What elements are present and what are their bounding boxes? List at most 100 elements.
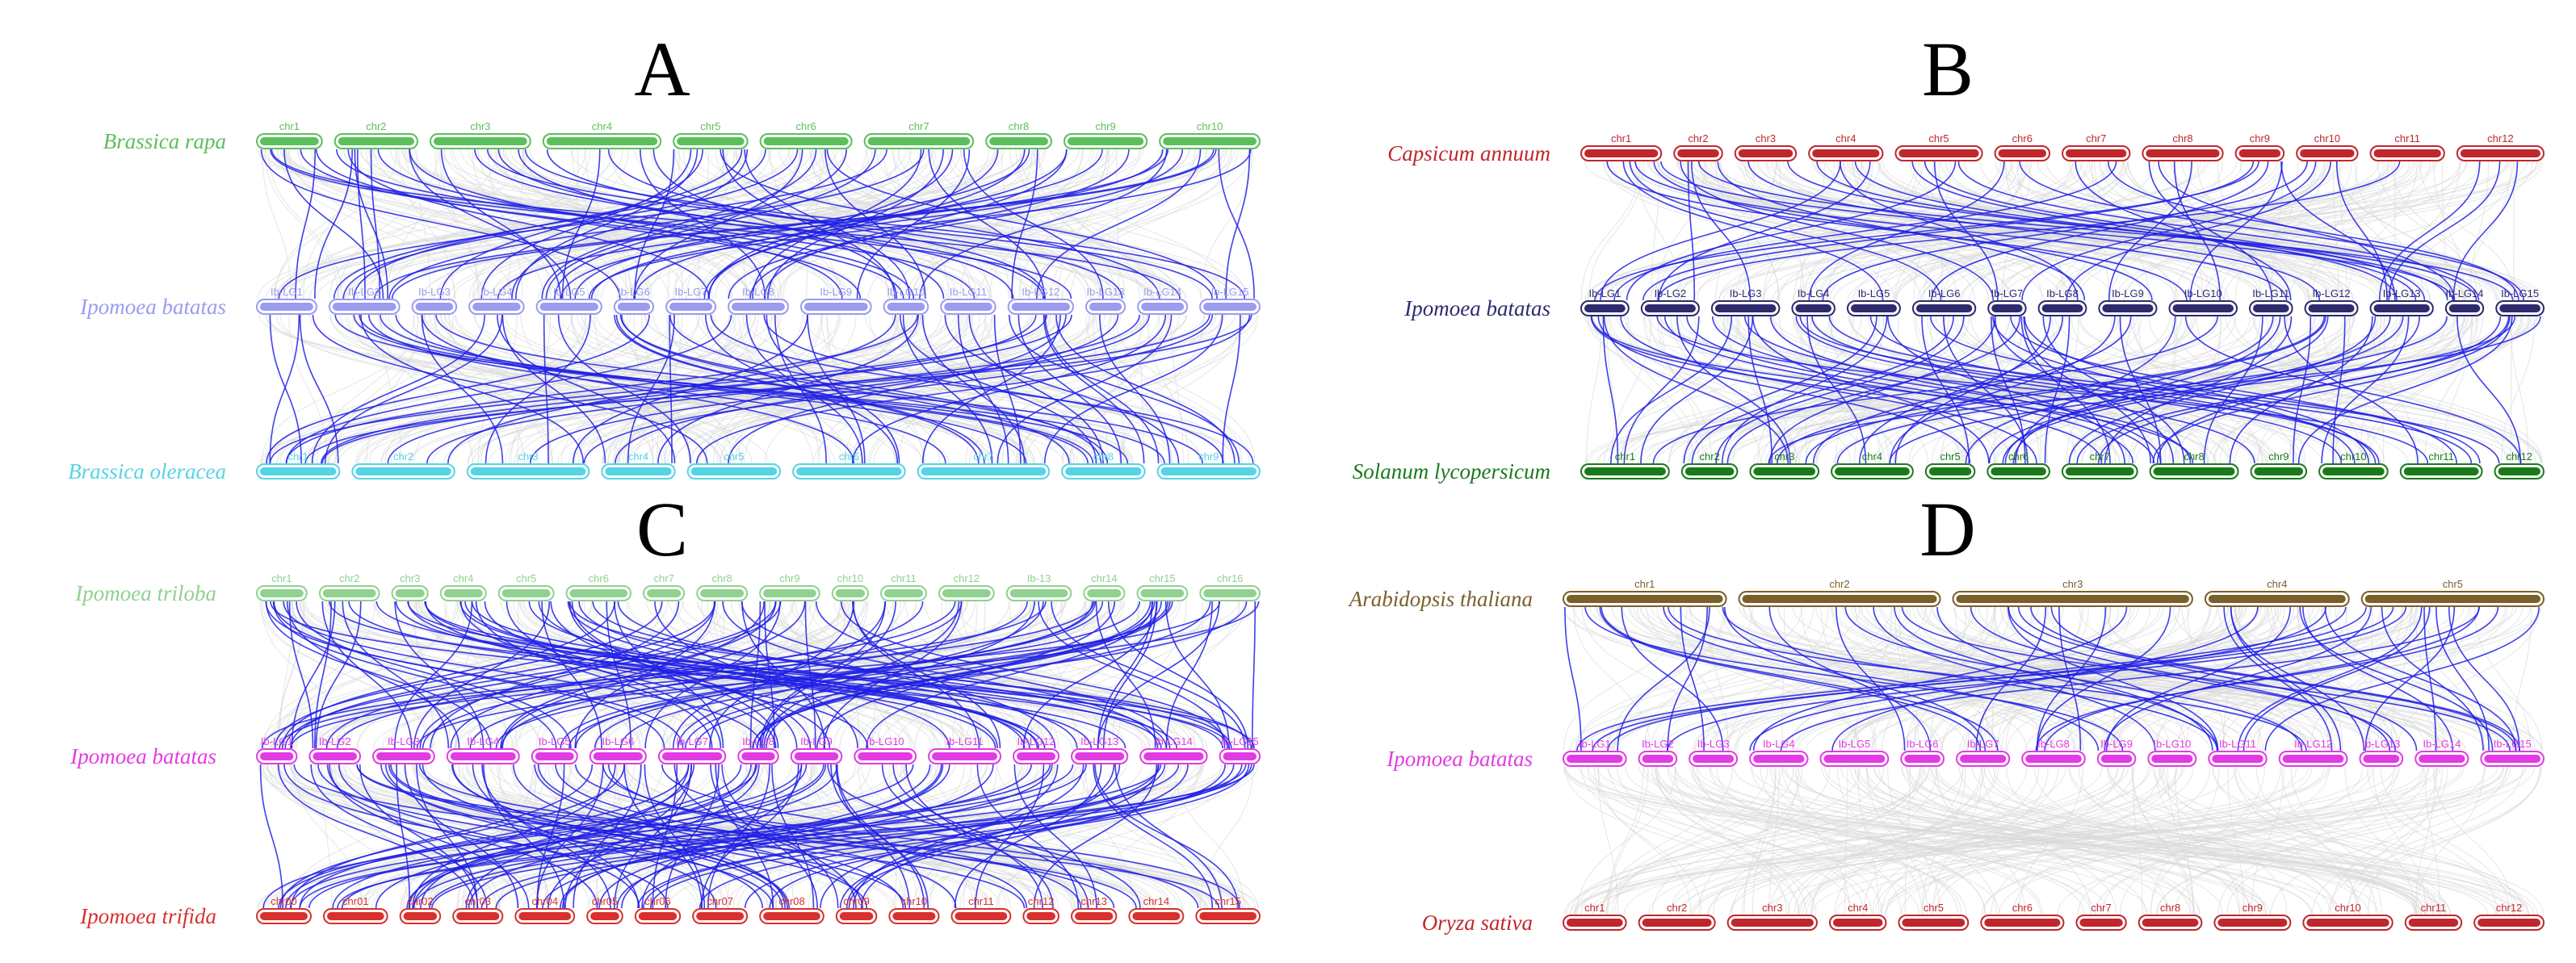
chromosome-d-2-chr3: chr3 <box>1726 902 1818 931</box>
chromosome-label: chr11 <box>2428 450 2454 463</box>
chromosome-c-1-ib-lg5: Ib-LG5 <box>531 735 578 764</box>
chromosome-label: chr10 <box>2335 902 2361 914</box>
chromosome-b-1-ib-lg7: Ib-LG7 <box>1987 287 2027 316</box>
chromosome-d-1-ib-lg5: Ib-LG5 <box>1819 738 1890 767</box>
chromosome-c-2-chr09: chr09 <box>835 895 878 924</box>
chromosome-label: chr12 <box>1028 895 1055 907</box>
chromosome-label: Ib-LG10 <box>887 286 925 298</box>
chromosome-c-1-ib-lg3: Ib-LG3 <box>372 735 435 764</box>
chromosome-label: Ib-LG2 <box>319 735 351 747</box>
chromosome-label: Ib-LG3 <box>1730 287 1762 299</box>
chromosome-c-0-chr12: chr12 <box>938 572 995 601</box>
chromosome-label: Ib-LG6 <box>1907 738 1939 750</box>
panel-letter-d: D <box>1919 486 1975 572</box>
highlight-links-a-1 <box>266 314 1254 464</box>
chromosome-c-0-chr14: chr14 <box>1083 572 1126 601</box>
chromosome-label: Ib-LG12 <box>1022 286 1059 298</box>
chromosome-label: Ib-LG4 <box>1798 287 1830 299</box>
chromosome-label: Ib-LG8 <box>742 286 774 298</box>
chromosome-b-0-chr11: chr11 <box>2369 132 2445 161</box>
chromosome-label: chr1 <box>1611 132 1631 144</box>
chromosome-a-1-ib-lg6: Ib-LG6 <box>613 286 655 315</box>
chromosome-label: Ib-LG3 <box>388 735 420 747</box>
chromosome-label: chr8 <box>1009 120 1029 132</box>
chromosome-d-2-chr2: chr2 <box>1638 902 1716 931</box>
highlight-links-c-0 <box>261 601 1260 749</box>
chromosome-b-1-ib-lg15: Ib-LG15 <box>2495 287 2545 316</box>
chromosome-label: chr9 <box>1198 450 1219 463</box>
chromosome-label: chr9 <box>2250 132 2270 144</box>
chromosome-c-1-ib-lg11: Ib-LG11 <box>928 735 1002 764</box>
chromosome-c-0-chr3: chr3 <box>391 572 429 601</box>
chromosome-label: chr7 <box>2086 132 2106 144</box>
chromosome-a-1-ib-lg12: Ib-LG12 <box>1007 286 1074 315</box>
chromosome-d-0-chr5: chr5 <box>2360 578 2545 607</box>
chromosome-label: Ib-LG2 <box>1654 287 1686 299</box>
chromosome-b-0-chr3: chr3 <box>1734 132 1798 161</box>
chromosome-d-1-ib-lg1: Ib-LG1 <box>1563 738 1627 767</box>
species-label-c-1: Ipomoea batatas <box>69 744 216 768</box>
chromosome-b-2-chr8: chr8 <box>2149 450 2239 479</box>
chromosome-d-1-ib-lg13: Ib-LG13 <box>2359 738 2404 767</box>
chromosome-label: chr1 <box>288 450 308 463</box>
species-label-b-0: Capsicum annuum <box>1387 141 1550 165</box>
chromosome-c-0-chr16: chr16 <box>1199 572 1261 601</box>
chromosome-c-2-chr01: chr01 <box>322 895 388 924</box>
chromosome-label: Ib-LG12 <box>2313 287 2351 299</box>
chromosome-a-0-chr4: chr4 <box>542 120 662 149</box>
chromosome-label: chr07 <box>707 895 733 907</box>
chromosome-label: chr1 <box>1634 578 1655 590</box>
chromosome-label: chr5 <box>516 572 536 584</box>
chromosome-label: chr10 <box>1197 120 1223 132</box>
chromosome-a-2-chr6: chr6 <box>792 450 906 479</box>
chromosome-label: chr9 <box>2242 902 2263 914</box>
chromosome-label: chr3 <box>470 120 490 132</box>
chromosome-c-2-chr10: chr10 <box>888 895 940 924</box>
chromosome-label: Ib-LG1 <box>1579 738 1611 750</box>
chromosome-label: Ib-LG2 <box>1642 738 1674 750</box>
chromosome-b-1-ib-lg3: Ib-LG3 <box>1710 287 1781 316</box>
panel-letter-c: C <box>636 486 688 572</box>
chromosome-label: Ib-LG13 <box>2362 738 2400 750</box>
chromosome-d-1-ib-lg8: Ib-LG8 <box>2021 738 2086 767</box>
chromosome-label: Ib-LG4 <box>480 286 513 298</box>
background-links-d-1 <box>1563 766 2545 915</box>
chromosome-label: Ib-LG9 <box>800 735 833 747</box>
chromosome-label: chr2 <box>339 572 359 584</box>
chromosome-b-1-ib-lg14: Ib-LG14 <box>2444 287 2485 316</box>
chromosome-d-1-ib-lg10: Ib-LG10 <box>2147 738 2197 767</box>
chromosome-d-1-ib-lg3: Ib-LG3 <box>1689 738 1739 767</box>
species-label-a-0: Brassica rapa <box>103 129 226 153</box>
chromosome-label: chr4 <box>1862 450 1882 463</box>
chromosome-a-1-ib-lg3: Ib-LG3 <box>411 286 458 315</box>
chromosome-label: Ib-LG6 <box>618 286 650 298</box>
chromosome-c-1-ib-lg9: Ib-LG9 <box>790 735 843 764</box>
highlight-links-b-0 <box>1594 161 2524 301</box>
chromosome-label: Ib-LG1 <box>261 735 293 747</box>
chromosome-c-0-chr11: chr11 <box>879 572 927 601</box>
chromosome-c-0-chr9: chr9 <box>759 572 820 601</box>
chromosome-b-2-chr7: chr7 <box>2061 450 2138 479</box>
chromosome-c-0-chr5: chr5 <box>497 572 555 601</box>
chromosome-label: Ib-13 <box>1027 572 1051 584</box>
chromosome-c-0-chr2: chr2 <box>318 572 380 601</box>
labels: A B C D Brassica rapa Ipomoea batatas Bras… <box>68 26 1975 935</box>
chromosome-c-0-chr7: chr7 <box>643 572 686 601</box>
chromosome-d-0-chr2: chr2 <box>1738 578 1941 607</box>
highlight-links-b-1 <box>1590 316 2541 464</box>
chromosome-b-1-ib-lg10: Ib-LG10 <box>2168 287 2238 316</box>
chromosome-label: Ib-LG13 <box>1087 286 1125 298</box>
chromosome-label: Ib-LG8 <box>2046 287 2079 299</box>
chromosome-label: chr3 <box>2062 578 2083 590</box>
highlight-links-c-1 <box>259 764 1255 909</box>
chromosome-a-0-chr7: chr7 <box>863 120 975 149</box>
chromosome-d-2-chr1: chr1 <box>1563 902 1627 931</box>
chromosome-label: Ib-LG6 <box>1928 287 1961 299</box>
chromosome-a-1-ib-lg5: Ib-LG5 <box>535 286 602 315</box>
chromosome-b-2-chr5: chr5 <box>1924 450 1976 479</box>
chromosome-a-1-ib-lg15: Ib-LG15 <box>1199 286 1261 315</box>
chromosome-label: chr13 <box>1080 895 1107 907</box>
chromosome-d-0-chr4: chr4 <box>2204 578 2350 607</box>
chromosome-label: chr2 <box>1688 132 1708 144</box>
chromosome-label: Ib-LG7 <box>1991 287 2024 299</box>
